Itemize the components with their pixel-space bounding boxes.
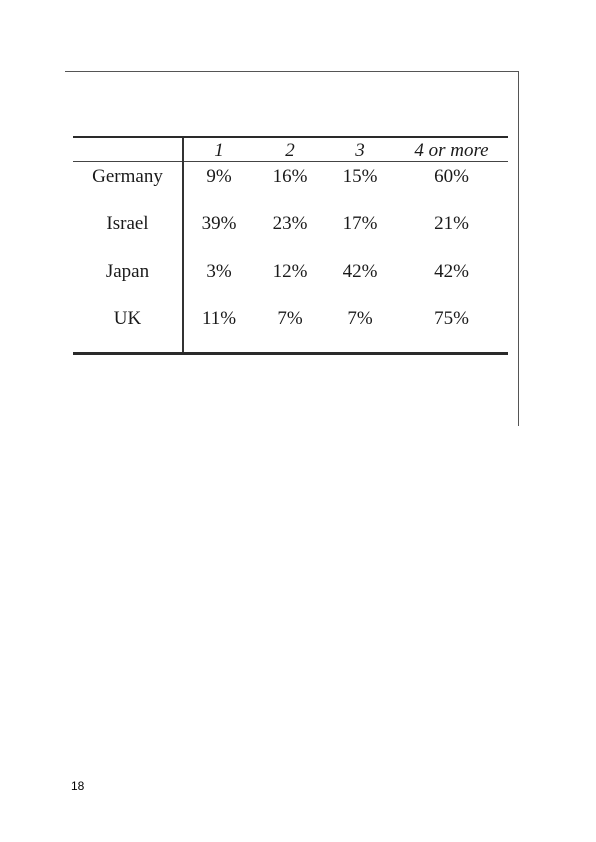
- row-label: Israel: [106, 213, 149, 234]
- page-number: 18: [71, 779, 85, 793]
- row-label: Germany: [92, 166, 163, 187]
- row-label: Japan: [105, 261, 150, 282]
- table-cell: 12%: [272, 261, 308, 282]
- column-header: 3: [355, 140, 365, 161]
- table-cell: 21%: [434, 213, 469, 234]
- table-cell: 9%: [206, 166, 232, 187]
- table-cell: 7%: [277, 308, 303, 329]
- column-header: 2: [285, 140, 295, 161]
- table-cell: 15%: [342, 166, 378, 187]
- table-cell: 7%: [347, 308, 373, 329]
- table-cell: 17%: [342, 213, 378, 234]
- table-figure: 1 2 3 4 or more Germany 9% 16% 15% 60% I…: [65, 71, 519, 426]
- table-cell: 39%: [201, 213, 237, 234]
- table-cell: 60%: [434, 166, 469, 187]
- row-label: UK: [113, 308, 142, 329]
- column-header: 4 or more: [414, 140, 489, 161]
- table-bottom-rule: [73, 352, 508, 355]
- table-top-rule: [73, 136, 508, 138]
- table-cell: 11%: [201, 308, 237, 329]
- table-cell: 75%: [434, 308, 469, 329]
- column-header: 1: [214, 140, 224, 161]
- data-table: 1 2 3 4 or more Germany 9% 16% 15% 60% I…: [73, 136, 508, 356]
- table-cell: 42%: [342, 261, 378, 282]
- table-cell: 42%: [434, 261, 469, 282]
- table-header-rule: [73, 161, 508, 162]
- table-vertical-rule: [182, 138, 184, 352]
- table-cell: 16%: [272, 166, 308, 187]
- table-cell: 3%: [206, 261, 232, 282]
- table-cell: 23%: [272, 213, 308, 234]
